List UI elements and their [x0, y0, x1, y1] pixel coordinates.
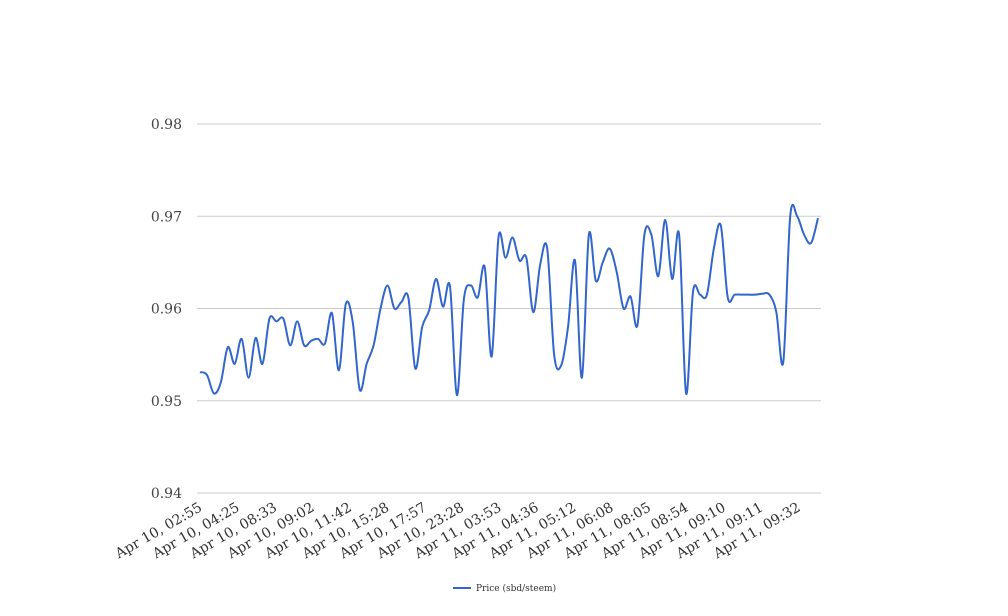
series-line-price: [199, 203, 819, 397]
y-axis-tick-labels: 0.94 0.95 0.96 0.97 0.98: [151, 117, 182, 502]
y-tick-label: 0.98: [151, 117, 182, 133]
legend: Price (sbd/steem): [453, 583, 556, 594]
series-layer: [199, 203, 819, 397]
y-tick-label: 0.97: [151, 209, 182, 225]
y-tick-label: 0.96: [151, 302, 182, 318]
legend-label-price: Price (sbd/steem): [476, 583, 556, 594]
y-tick-label: 0.94: [151, 486, 182, 502]
gridlines: [197, 123, 821, 494]
y-tick-label: 0.95: [151, 394, 182, 410]
